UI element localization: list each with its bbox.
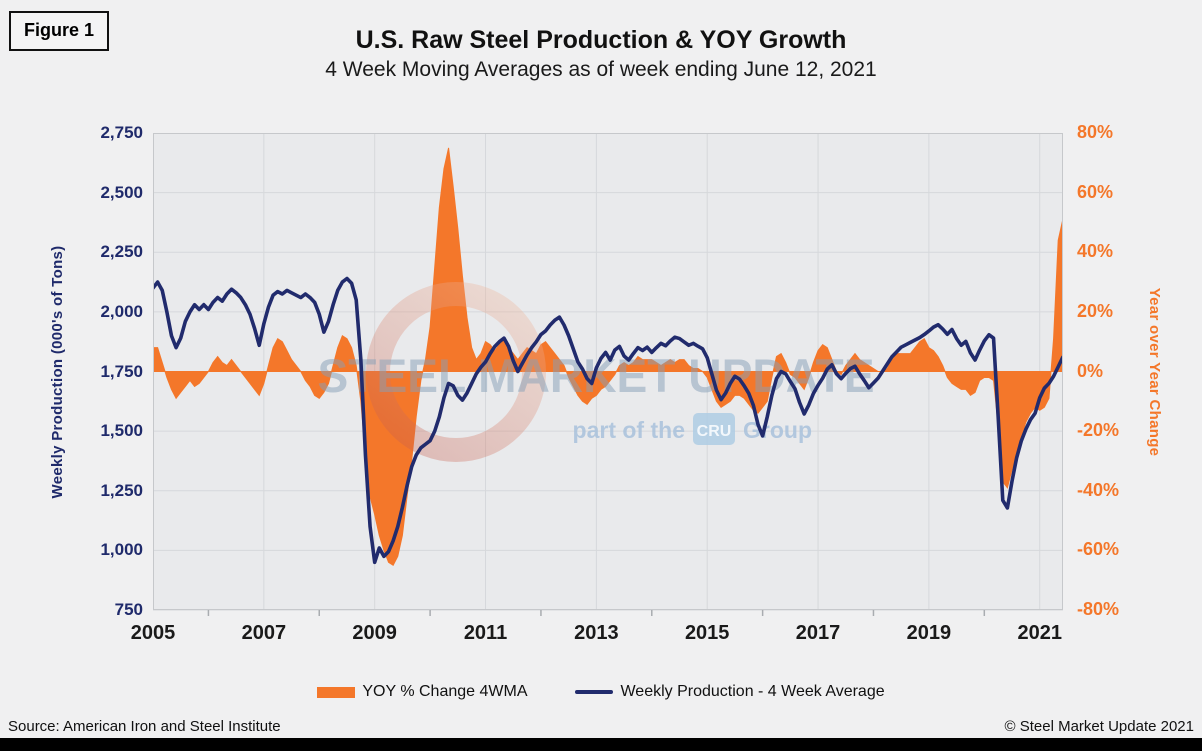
y-left-tick-label: 1,500 bbox=[100, 421, 143, 441]
legend-item-production: Weekly Production - 4 Week Average bbox=[575, 683, 885, 701]
plot-border bbox=[153, 133, 1063, 610]
watermark-text: STEEL MARKET UPDATE bbox=[318, 349, 875, 402]
x-tick-label: 2009 bbox=[352, 622, 397, 644]
x-tick-label: 2007 bbox=[241, 622, 287, 644]
chart-plot-svg: STEEL MARKET UPDATE part of the CRU Group bbox=[151, 132, 1065, 616]
y-left-tick-label: 1,000 bbox=[100, 540, 143, 560]
watermark-cru-text: CRU bbox=[697, 423, 732, 440]
legend-swatch-yoy-area bbox=[317, 686, 356, 698]
legend-label-yoy: YOY % Change 4WMA bbox=[362, 683, 528, 700]
yoy-area bbox=[152, 147, 1064, 566]
watermark-group-text: Group bbox=[743, 417, 812, 443]
watermark-part-of-the: part of the bbox=[573, 417, 685, 443]
y-left-tick-label: 750 bbox=[114, 600, 143, 619]
figure-label-box: Figure 1 bbox=[9, 11, 109, 51]
y-right-tick-label: 0% bbox=[1077, 360, 1104, 381]
figure-label: Figure 1 bbox=[23, 20, 94, 40]
y-left-tick-label: 2,000 bbox=[100, 301, 143, 321]
x-tick-label: 2019 bbox=[906, 622, 952, 644]
x-tick-label: 2015 bbox=[684, 622, 730, 644]
y-left-tick-label: 1,750 bbox=[100, 361, 143, 381]
y-right-tick-label: -80% bbox=[1077, 599, 1120, 619]
x-tick-label: 2013 bbox=[574, 622, 619, 644]
y-right-tick-label: 20% bbox=[1077, 300, 1114, 321]
y-right-tick-label: -20% bbox=[1077, 420, 1120, 441]
y-left-tick-label: 2,250 bbox=[100, 242, 143, 262]
y-right-tick-label: 40% bbox=[1077, 241, 1114, 262]
source-text: Source: American Iron and Steel Institut… bbox=[8, 718, 281, 735]
watermark-ring bbox=[366, 282, 546, 462]
legend-item-yoy: YOY % Change 4WMA bbox=[317, 683, 527, 701]
production-line bbox=[151, 276, 1065, 565]
x-tick-label: 2011 bbox=[463, 622, 508, 644]
y-right-tick-label: -40% bbox=[1077, 479, 1120, 500]
y-right-tick-label: -60% bbox=[1077, 539, 1120, 560]
x-tick-label: 2005 bbox=[130, 622, 176, 644]
x-tick-label: 2021 bbox=[1017, 622, 1062, 644]
footer-bar bbox=[0, 738, 1202, 751]
y-left-tick-label: 2,500 bbox=[100, 182, 143, 202]
legend-swatch-production-line bbox=[575, 690, 614, 694]
y-right-tick-label: 60% bbox=[1077, 181, 1114, 202]
x-tick-label: 2017 bbox=[795, 622, 841, 644]
page-subtitle: 4 Week Moving Averages as of week ending… bbox=[325, 58, 877, 81]
watermark-cru-badge bbox=[693, 413, 735, 445]
y-left-tick-label: 1,250 bbox=[100, 480, 143, 500]
left-axis-title: Weekly Production (000's of Tons) bbox=[49, 245, 66, 499]
y-left-tick-label: 2,750 bbox=[100, 123, 143, 142]
page-title: U.S. Raw Steel Production & YOY Growth bbox=[355, 26, 847, 54]
right-axis-title: Year over Year Change bbox=[1146, 287, 1163, 457]
copyright-text: © Steel Market Update 2021 bbox=[1004, 718, 1195, 735]
y-right-tick-label: 80% bbox=[1077, 122, 1114, 142]
legend: YOY % Change 4WMA Weekly Production - 4 … bbox=[0, 683, 1202, 701]
plot-area: STEEL MARKET UPDATE part of the CRU Group bbox=[151, 132, 1065, 618]
legend-label-production: Weekly Production - 4 Week Average bbox=[620, 683, 885, 700]
